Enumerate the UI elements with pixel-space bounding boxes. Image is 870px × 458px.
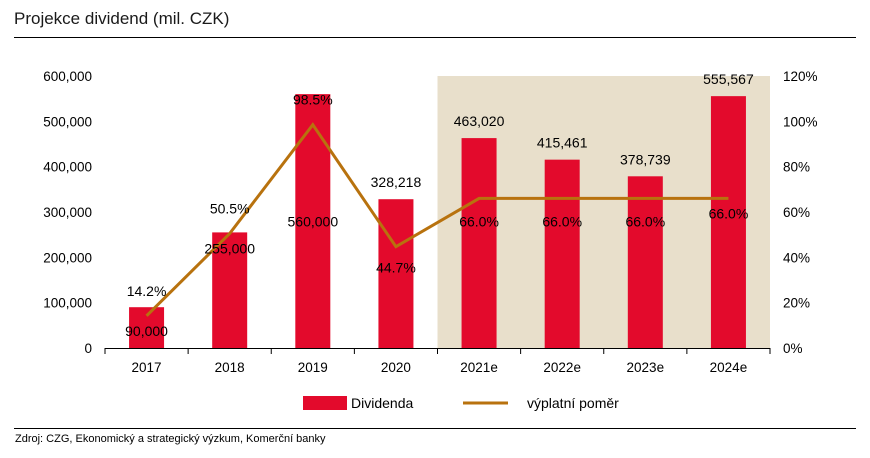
legend-swatch-dividenda (303, 396, 347, 410)
x-tick-label: 2017 (132, 360, 162, 375)
y-left-tick-label: 100,000 (43, 296, 92, 311)
y-left-tick-label: 400,000 (43, 160, 92, 175)
labels-layer: 90,000 255,000 560,000 328,218 463,020 415,46… (125, 71, 754, 339)
bar-data-label: 415,461 (537, 135, 588, 151)
bottom-divider (14, 428, 856, 429)
bar-data-label: 555,567 (703, 71, 754, 87)
y-right-tick-label: 40% (783, 250, 810, 265)
line-data-label: 50.5% (210, 201, 250, 217)
line-data-label: 66.0% (542, 213, 582, 229)
line-data-label: 66.0% (625, 213, 665, 229)
x-tick-label: 2021e (460, 360, 498, 375)
y-left-tick-label: 500,000 (43, 114, 92, 129)
y-left-tick-label: 0 (84, 341, 92, 356)
bars-layer (129, 94, 746, 348)
x-tick-label: 2019 (298, 360, 328, 375)
y-left-tick-label: 600,000 (43, 69, 92, 84)
y-right-tick-label: 20% (783, 296, 810, 311)
y-left-tick-label: 200,000 (43, 250, 92, 265)
legend: Dividenda výplatní poměr (303, 395, 619, 411)
y-right-tick-label: 120% (783, 69, 818, 84)
x-tick-label: 2018 (215, 360, 245, 375)
bar-data-label: 255,000 (204, 241, 255, 257)
y-right-tick-label: 100% (783, 114, 818, 129)
bar-dividenda (544, 159, 580, 348)
line-layer (145, 122, 729, 317)
y-right-tick-label: 60% (783, 205, 810, 220)
y-right-tick-label: 0% (783, 341, 803, 356)
bar-data-label: 463,020 (454, 113, 505, 129)
line-vyplatni-pomer (145, 122, 729, 317)
bar-data-label: 90,000 (125, 323, 168, 339)
page-title: Projekce dividend (mil. CZK) (14, 9, 230, 28)
bar-dividenda (378, 199, 414, 348)
y-right-tick-label: 80% (783, 160, 810, 175)
bar-data-label: 328,218 (371, 174, 422, 190)
x-tick-label: 2022e (543, 360, 581, 375)
axes-layer: 0 100,000 200,000 300,000 400,000 500,000 600,… (43, 69, 817, 375)
top-divider (14, 37, 856, 38)
x-tick-label: 2024e (710, 360, 748, 375)
legend-label-dividenda: Dividenda (351, 395, 413, 411)
bar-data-label: 378,739 (620, 151, 671, 167)
line-data-label: 98.5% (293, 92, 333, 108)
line-data-label: 44.7% (376, 260, 416, 276)
bar-dividenda (295, 94, 331, 348)
line-data-label: 66.0% (709, 205, 749, 221)
line-data-label: 14.2% (127, 283, 167, 299)
x-tick-label: 2023e (627, 360, 665, 375)
bar-data-label: 560,000 (288, 214, 339, 230)
bar-dividenda (461, 138, 497, 348)
x-tick-label: 2020 (381, 360, 411, 375)
line-data-label: 66.0% (459, 213, 499, 229)
legend-label-vyplatni-pomer: výplatní poměr (527, 395, 619, 411)
bar-dividenda (627, 176, 663, 348)
bar-dividenda (212, 232, 248, 348)
bar-dividenda (710, 96, 746, 348)
source-note: Zdroj: CZG, Ekonomický a strategický výz… (15, 433, 326, 445)
y-left-tick-label: 300,000 (43, 205, 92, 220)
